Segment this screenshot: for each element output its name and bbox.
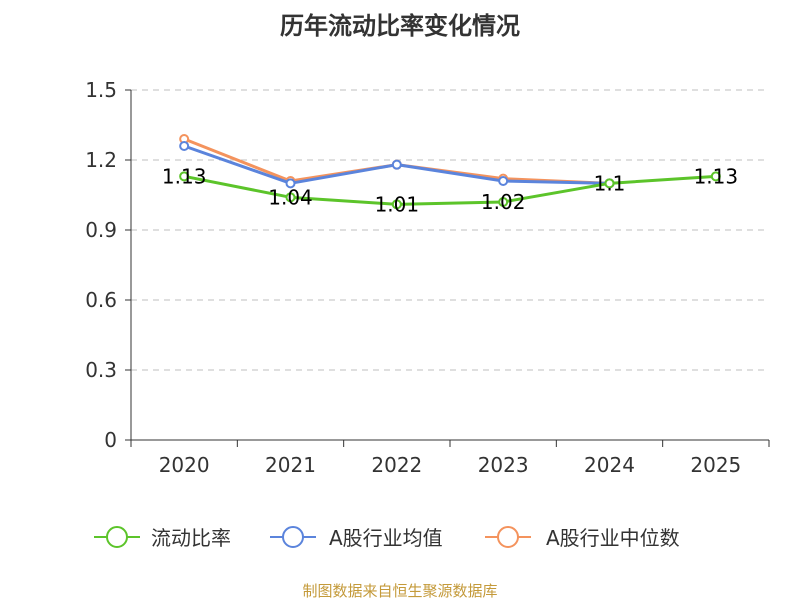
y-tick-label: 1.2: [85, 148, 117, 172]
data-point: [391, 199, 402, 210]
x-tick-label: 2020: [159, 453, 210, 477]
axes: 0 0.3 0.6 0.9 1.2 1.5 2020 2021 2022 2023 2024 2025: [85, 78, 770, 477]
data-point: [391, 159, 402, 170]
legend-label: A股行业均值: [329, 526, 443, 550]
data-point: [179, 141, 190, 151]
legend-marker: [497, 526, 519, 548]
y-tick-label: 1.5: [85, 78, 117, 102]
data-point: [710, 171, 721, 182]
series-layer: [179, 134, 721, 210]
legend-label: A股行业中位数: [546, 526, 680, 550]
grid: [131, 89, 769, 371]
x-tick-label: 2024: [584, 453, 635, 477]
source-note: 制图数据来自恒生聚源数据库: [302, 582, 497, 600]
data-point: [604, 178, 615, 189]
x-tick-label: 2021: [265, 453, 316, 477]
data-point: [498, 197, 509, 207]
legend: 流动比率 A股行业均值 A股行业中位数: [94, 526, 680, 550]
legend-marker: [282, 526, 304, 548]
series-line: [183, 174, 716, 206]
data-point: [285, 178, 296, 189]
data-label: 1.1: [594, 171, 626, 195]
data-labels: 1.13 1.04 1.01 1.02 1.1 1.13: [162, 164, 738, 216]
data-point: [285, 192, 296, 203]
data-label: 1.02: [481, 190, 526, 214]
data-point: [498, 176, 509, 186]
x-tick-label: 2022: [371, 453, 422, 477]
x-tick-label: 2023: [478, 453, 529, 477]
legend-marker: [106, 526, 128, 548]
legend-label: 流动比率: [151, 526, 231, 550]
data-label: 1.13: [694, 164, 739, 188]
data-label: 1.01: [375, 192, 420, 216]
y-tick-label: 0.6: [85, 288, 117, 312]
y-tick-label: 0: [104, 428, 117, 452]
data-label: 1.13: [162, 164, 207, 188]
y-tick-label: 0.9: [85, 218, 117, 242]
y-tick-label: 0.3: [85, 358, 117, 382]
data-point: [179, 171, 190, 182]
chart-title: 历年流动比率变化情况: [280, 12, 520, 40]
x-tick-label: 2025: [690, 453, 741, 477]
data-label: 1.04: [268, 185, 313, 209]
